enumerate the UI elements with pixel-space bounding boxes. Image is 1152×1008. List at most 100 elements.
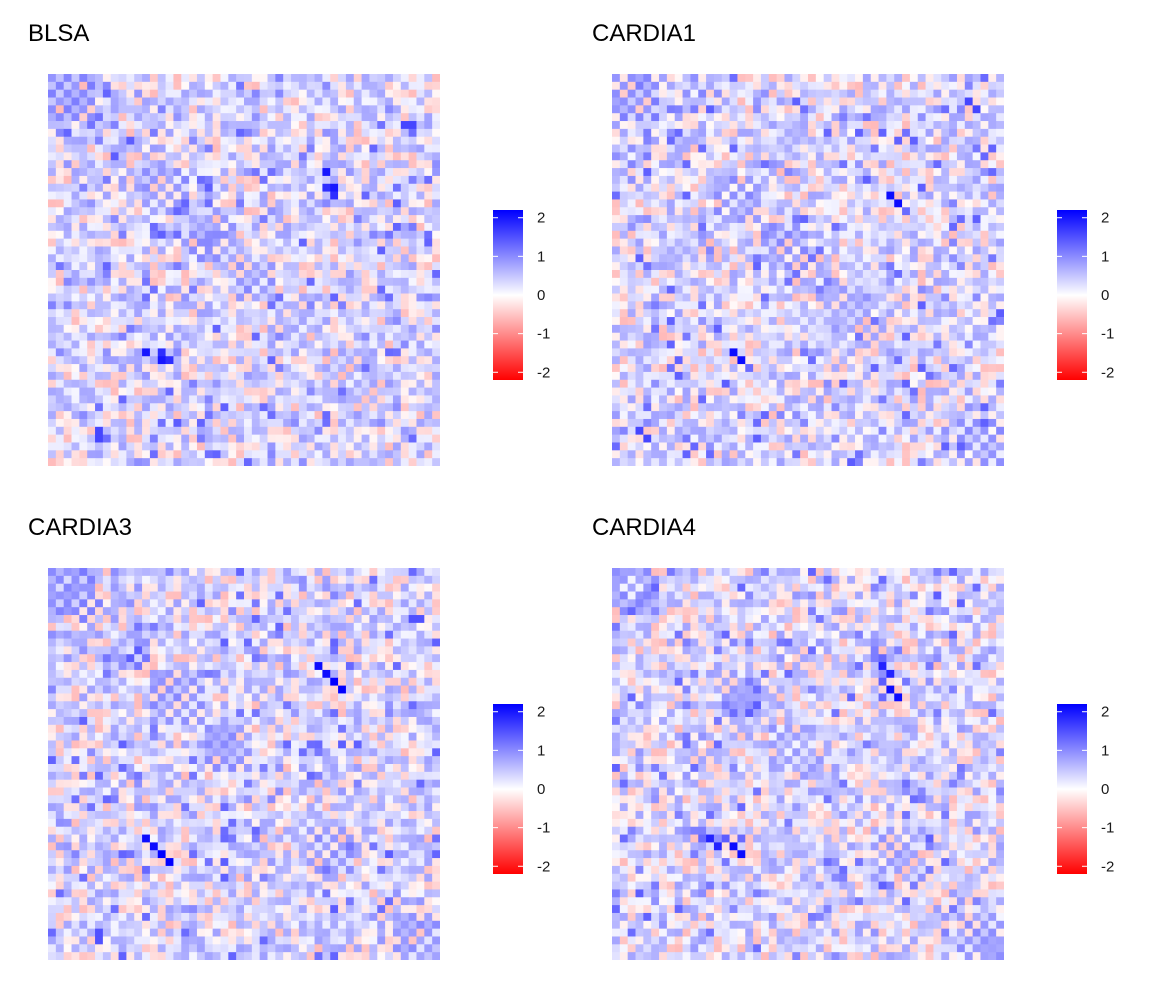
heatmap-cell	[345, 277, 355, 287]
heatmap-cell	[71, 183, 80, 192]
heatmap-cell	[251, 97, 261, 106]
heatmap-cell	[737, 215, 746, 224]
heatmap-cell	[925, 332, 934, 341]
heatmap-cell	[612, 199, 621, 208]
heatmap-cell	[204, 105, 213, 114]
heatmap-cell	[345, 395, 355, 404]
heatmap-cell	[259, 246, 268, 255]
heatmap-cell	[48, 395, 57, 404]
heatmap-cell	[706, 270, 715, 279]
heatmap-cell	[729, 81, 738, 91]
heatmap-cell	[784, 152, 793, 161]
heatmap-cell	[134, 458, 143, 466]
heatmap-cell	[298, 191, 308, 200]
heatmap-cell	[102, 81, 112, 91]
heatmap-cell	[737, 270, 746, 279]
heatmap-cell	[71, 418, 80, 428]
heatmap-cell	[713, 293, 723, 302]
heatmap-cell	[808, 215, 817, 224]
heatmap-cell	[949, 348, 958, 357]
heatmap-cell	[369, 301, 378, 310]
heatmap-cell	[706, 403, 715, 412]
heatmap-cell	[666, 301, 676, 310]
heatmap-cell	[674, 426, 683, 435]
heatmap-cell	[721, 324, 730, 334]
heatmap-cell	[855, 379, 864, 388]
heatmap-cell	[181, 238, 190, 247]
heatmap-cell	[745, 222, 754, 232]
heatmap-cell	[400, 152, 409, 161]
heatmap-cell	[377, 324, 386, 334]
heatmap-cell	[400, 81, 409, 91]
heatmap-cell	[283, 270, 292, 279]
heatmap-cell	[424, 246, 433, 255]
heatmap-cell	[792, 152, 801, 161]
heatmap-cell	[768, 191, 777, 200]
heatmap-cell	[157, 191, 166, 200]
heatmap-cell	[338, 222, 347, 232]
heatmap-cell	[298, 426, 308, 435]
heatmap-cell	[933, 246, 942, 255]
heatmap-cell	[228, 364, 237, 373]
heatmap-cell	[713, 379, 723, 388]
heatmap-cell	[385, 426, 394, 435]
heatmap-cell	[713, 387, 723, 396]
heatmap-cell	[204, 246, 213, 255]
heatmap-cell	[878, 152, 887, 161]
heatmap-cell	[768, 364, 777, 373]
heatmap-cell	[729, 348, 738, 357]
heatmap-cell	[612, 324, 621, 334]
heatmap-cell	[886, 356, 895, 365]
heatmap-cell	[855, 121, 864, 130]
heatmap-cell	[635, 270, 644, 279]
heatmap-cell	[776, 442, 785, 451]
heatmap-cell	[181, 215, 190, 224]
heatmap-cell	[361, 160, 370, 169]
heatmap-cell	[126, 285, 135, 294]
heatmap-cell	[134, 160, 143, 169]
heatmap-cell	[800, 371, 809, 381]
heatmap-cell	[189, 411, 198, 420]
heatmap-cell	[902, 121, 911, 130]
heatmap-cell	[643, 395, 652, 404]
heatmap-cell	[776, 371, 785, 381]
heatmap-cell	[972, 356, 981, 365]
heatmap-cell	[385, 191, 394, 200]
heatmap-cell	[894, 426, 903, 435]
heatmap-cell	[432, 136, 440, 145]
heatmap-cell	[682, 379, 691, 388]
heatmap-cell	[196, 426, 206, 435]
heatmap-cell	[306, 301, 315, 310]
heatmap-cell	[635, 207, 644, 216]
heatmap-cell	[619, 113, 629, 122]
heatmap-cell	[737, 301, 746, 310]
heatmap-cell	[674, 136, 683, 145]
heatmap-cell	[157, 152, 166, 161]
heatmap-cell	[784, 246, 793, 255]
heatmap-cell	[941, 301, 950, 310]
heatmap-cell	[949, 168, 958, 177]
heatmap-cell	[400, 395, 409, 404]
heatmap-cell	[345, 105, 355, 114]
heatmap-cell	[322, 285, 331, 294]
heatmap-cell	[651, 152, 660, 161]
heatmap-cell	[165, 113, 174, 122]
heatmap-cell	[298, 97, 308, 106]
heatmap-cell	[745, 97, 754, 106]
heatmap-cell	[729, 403, 738, 412]
heatmap-cell	[392, 324, 402, 334]
heatmap-cell	[760, 136, 770, 145]
heatmap-cell	[800, 277, 809, 287]
heatmap-cell	[612, 348, 621, 357]
heatmap-cell	[204, 379, 213, 388]
heatmap-cell	[228, 356, 237, 365]
heatmap-cell	[831, 262, 840, 271]
heatmap-cell	[118, 152, 127, 161]
heatmap-cell	[870, 387, 879, 396]
heatmap-cell	[980, 254, 989, 263]
heatmap-cell	[165, 105, 174, 114]
heatmap-cell	[682, 270, 691, 279]
heatmap-cell	[267, 403, 276, 412]
heatmap-cell	[55, 371, 65, 381]
heatmap-cell	[63, 215, 72, 224]
